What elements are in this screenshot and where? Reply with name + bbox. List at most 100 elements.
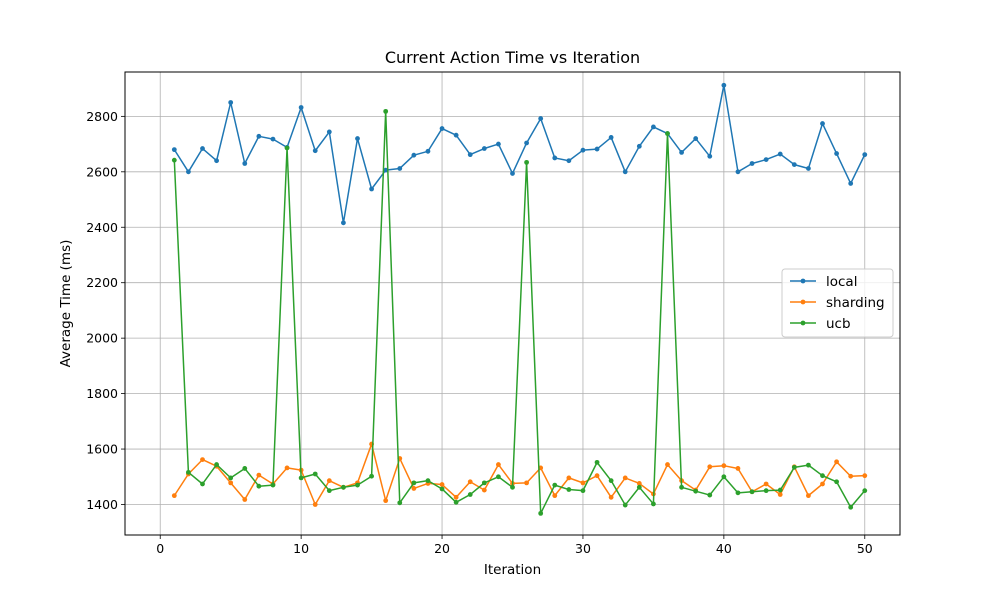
data-point-sharding [622,475,628,481]
data-point-ucb [721,474,727,480]
data-point-local [735,169,741,175]
data-point-ucb [171,157,177,163]
data-point-local [538,116,544,121]
grid-lines [125,72,900,535]
data-point-ucb [298,475,304,481]
data-point-ucb [439,486,445,492]
y-tick-label: 1400 [86,497,118,512]
data-point-sharding [453,494,459,500]
y-tick-label: 2400 [86,220,118,235]
data-point-ucb [538,510,544,516]
data-point-local [397,166,403,171]
data-point-local [439,126,445,131]
data-point-ucb [355,482,360,488]
x-tick-label: 30 [575,541,591,556]
x-tick-label: 0 [156,541,164,556]
data-point-local [552,155,558,161]
data-point-local [383,167,389,173]
data-point-local [481,146,487,151]
data-point-local [594,146,600,152]
data-point-ucb [397,500,403,506]
data-point-local [693,136,699,141]
data-point-ucb [256,483,262,489]
data-point-ucb [848,504,854,510]
data-point-ucb [228,475,234,481]
y-tick-label: 2200 [86,275,118,290]
data-point-ucb [820,473,825,479]
legend-label: local [826,274,857,290]
data-point-local [171,147,177,153]
y-tick-label: 2600 [86,164,118,179]
data-point-sharding [228,480,234,486]
data-point-local [341,220,346,226]
data-point-local [608,135,614,140]
y-tick-label: 2000 [86,331,118,346]
data-point-sharding [326,478,332,484]
data-point-local [622,169,628,175]
data-point-ucb [341,484,346,490]
data-point-sharding [820,481,825,487]
x-tick-label: 10 [293,541,309,556]
series-layer [171,82,868,516]
x-tick-label: 40 [716,541,732,556]
series-ucb [171,108,868,516]
data-point-local [369,186,374,192]
legend-marker [800,299,806,305]
data-point-ucb [862,488,868,494]
data-point-sharding [594,473,600,479]
legend-label: ucb [826,316,851,332]
data-point-local [651,124,656,130]
data-point-ucb [791,464,797,470]
x-axis-label: Iteration [484,562,541,578]
data-point-sharding [636,481,642,486]
data-point-ucb [735,490,741,496]
data-point-sharding [735,466,741,471]
data-point-sharding [256,472,262,478]
data-point-ucb [707,492,713,498]
data-point-sharding [580,480,586,486]
data-point-sharding [552,493,558,499]
legend: local sharding ucb [781,268,894,338]
data-point-local [777,151,783,157]
data-point-local [467,152,473,158]
data-point-ucb [679,484,684,490]
data-point-ucb [552,482,558,488]
data-point-sharding [284,465,290,471]
data-point-local [707,153,713,159]
data-point-ucb [665,131,670,136]
legend-box [781,268,894,338]
data-point-ucb [411,480,417,486]
legend-item-sharding: sharding [790,295,885,311]
data-point-sharding [665,462,670,467]
data-point-local [270,136,276,142]
data-point-ucb [270,482,276,488]
data-point-ucb [467,492,473,497]
data-point-local [186,169,191,175]
data-point-ucb [312,471,318,477]
data-point-local [453,132,459,138]
data-point-sharding [834,459,839,465]
data-point-local [242,161,248,166]
data-point-local [326,129,332,135]
data-point-local [298,105,304,110]
data-point-sharding [763,481,769,487]
data-point-sharding [524,480,529,486]
data-point-local [580,147,586,153]
legend-item-ucb: ucb [790,316,851,332]
data-point-sharding [777,492,783,497]
data-point-local [355,136,360,141]
data-point-local [834,151,839,156]
data-point-ucb [834,479,839,485]
data-point-sharding [200,457,205,462]
data-point-ucb [594,459,600,465]
data-point-local [411,152,417,158]
x-tick-label: 20 [434,541,450,556]
data-point-ucb [524,159,529,165]
series-line-local [173,84,866,224]
data-point-local [312,148,318,154]
data-point-ucb [693,488,699,494]
data-point-ucb [608,478,614,484]
legend-item-local: local [790,274,857,290]
data-point-ucb [242,466,248,471]
